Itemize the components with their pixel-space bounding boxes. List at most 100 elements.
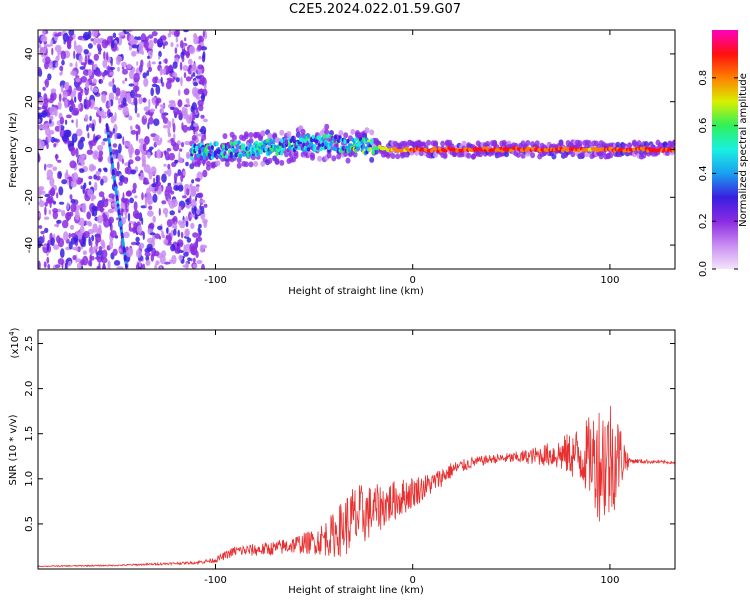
- heatmap-cell: [187, 58, 193, 65]
- heatmap-cell: [118, 97, 121, 106]
- heatmap-cell: [107, 65, 110, 75]
- heatmap-cell: [88, 59, 93, 64]
- heatmap-cell: [83, 31, 90, 41]
- heatmap-cell: [243, 131, 249, 138]
- heatmap-cell: [155, 260, 160, 266]
- heatmap-cell: [326, 152, 332, 159]
- colorbar-tick-label: 0.6: [698, 118, 709, 134]
- heatmap-cell: [112, 248, 118, 256]
- heatmap-cell: [152, 193, 158, 203]
- heatmap-cell: [55, 264, 61, 269]
- heatmap-cell: [444, 149, 448, 153]
- y-tick-label: 40: [24, 48, 35, 61]
- heatmap-cell: [181, 122, 184, 131]
- heatmap-cell: [38, 96, 44, 106]
- heatmap-cell: [174, 247, 178, 252]
- heatmap-cell: [71, 172, 79, 182]
- heatmap-cell: [77, 104, 81, 109]
- heatmap-cell: [223, 151, 227, 156]
- heatmap-cell: [57, 173, 61, 179]
- heatmap-cell: [153, 250, 160, 257]
- heatmap-cell: [101, 141, 106, 146]
- heatmap-cell: [133, 72, 140, 83]
- heatmap-cell: [48, 209, 52, 215]
- heatmap-cell: [164, 151, 170, 161]
- heatmap-cell: [126, 63, 132, 69]
- heatmap-cell: [173, 172, 178, 181]
- heatmap-cell: [231, 134, 237, 141]
- heatmap-cell: [61, 59, 65, 66]
- y-tick-label: 0: [24, 146, 35, 152]
- heatmap-cell: [40, 35, 48, 43]
- heatmap-cell: [193, 82, 199, 87]
- heatmap-cell: [163, 163, 167, 167]
- heatmap-cell: [110, 115, 116, 124]
- heatmap-cell: [125, 191, 132, 197]
- heatmap-cell: [144, 252, 151, 257]
- heatmap-cell: [151, 83, 158, 88]
- heatmap-cell: [131, 188, 137, 194]
- y-tick-label: 2.5: [24, 336, 35, 352]
- heatmap-cell: [333, 135, 337, 140]
- heatmap-cell: [253, 160, 259, 167]
- heatmap-cell: [254, 140, 259, 146]
- heatmap-cell: [199, 76, 203, 82]
- heatmap-cell: [44, 193, 50, 198]
- heatmap-cell: [174, 159, 179, 163]
- heatmap-cell: [210, 145, 214, 150]
- heatmap-cell: [215, 155, 219, 160]
- heatmap-cell: [44, 163, 47, 171]
- heatmap-cell: [160, 76, 163, 84]
- heatmap-cell: [198, 80, 205, 85]
- heatmap-cell: [102, 266, 107, 269]
- heatmap-cell: [91, 234, 95, 242]
- heatmap-cell: [161, 230, 165, 239]
- heatmap-cell: [148, 117, 154, 125]
- heatmap-cell: [127, 212, 131, 222]
- heatmap-cell: [75, 77, 81, 83]
- heatmap-cell: [248, 142, 252, 147]
- heatmap-cell: [627, 142, 633, 149]
- heatmap-cell: [148, 98, 151, 109]
- heatmap-cell: [96, 175, 101, 181]
- heatmap-cell: [102, 212, 106, 219]
- heatmap-cell: [269, 138, 273, 143]
- heatmap-cell: [173, 133, 176, 140]
- heatmap-cell: [70, 98, 74, 108]
- heatmap-cell: [77, 230, 83, 240]
- heatmap-cell: [175, 36, 179, 43]
- heatmap-cell: [155, 84, 161, 95]
- heatmap-cell: [122, 80, 125, 84]
- heatmap-cell: [155, 139, 162, 146]
- heatmap-cell: [180, 76, 183, 87]
- heatmap-cell: [50, 88, 57, 94]
- heatmap-cell: [38, 112, 45, 118]
- heatmap-cell: [321, 142, 325, 147]
- heatmap-cell: [50, 237, 55, 247]
- heatmap-cell: [147, 169, 151, 175]
- heatmap-cell: [171, 198, 178, 208]
- heatmap-cell: [440, 140, 446, 147]
- heatmap-cell: [133, 96, 136, 105]
- heatmap-cell: [200, 114, 205, 119]
- heatmap-cell: [492, 139, 498, 146]
- heatmap-cell: [60, 50, 66, 60]
- heatmap-cell: [258, 135, 263, 142]
- colorbar-tick-label: 0.4: [698, 165, 709, 181]
- heatmap-cell: [118, 104, 126, 108]
- heatmap-cell: [55, 61, 59, 68]
- heatmap-cell: [183, 30, 189, 33]
- heatmap-cell: [122, 136, 125, 146]
- heatmap-cell: [267, 133, 273, 140]
- heatmap-cell: [260, 130, 266, 137]
- colorbar-label: Normalized spectral amplitude: [738, 73, 749, 227]
- heatmap-cell: [151, 183, 157, 188]
- heatmap-cell: [61, 179, 68, 185]
- heatmap-cell: [310, 152, 315, 159]
- heatmap-cell: [165, 80, 172, 90]
- heatmap-cell: [174, 221, 177, 230]
- heatmap-cell: [178, 109, 182, 119]
- heatmap-cell: [121, 66, 125, 70]
- heatmap-cell: [104, 168, 108, 173]
- heatmap-cell: [128, 70, 135, 80]
